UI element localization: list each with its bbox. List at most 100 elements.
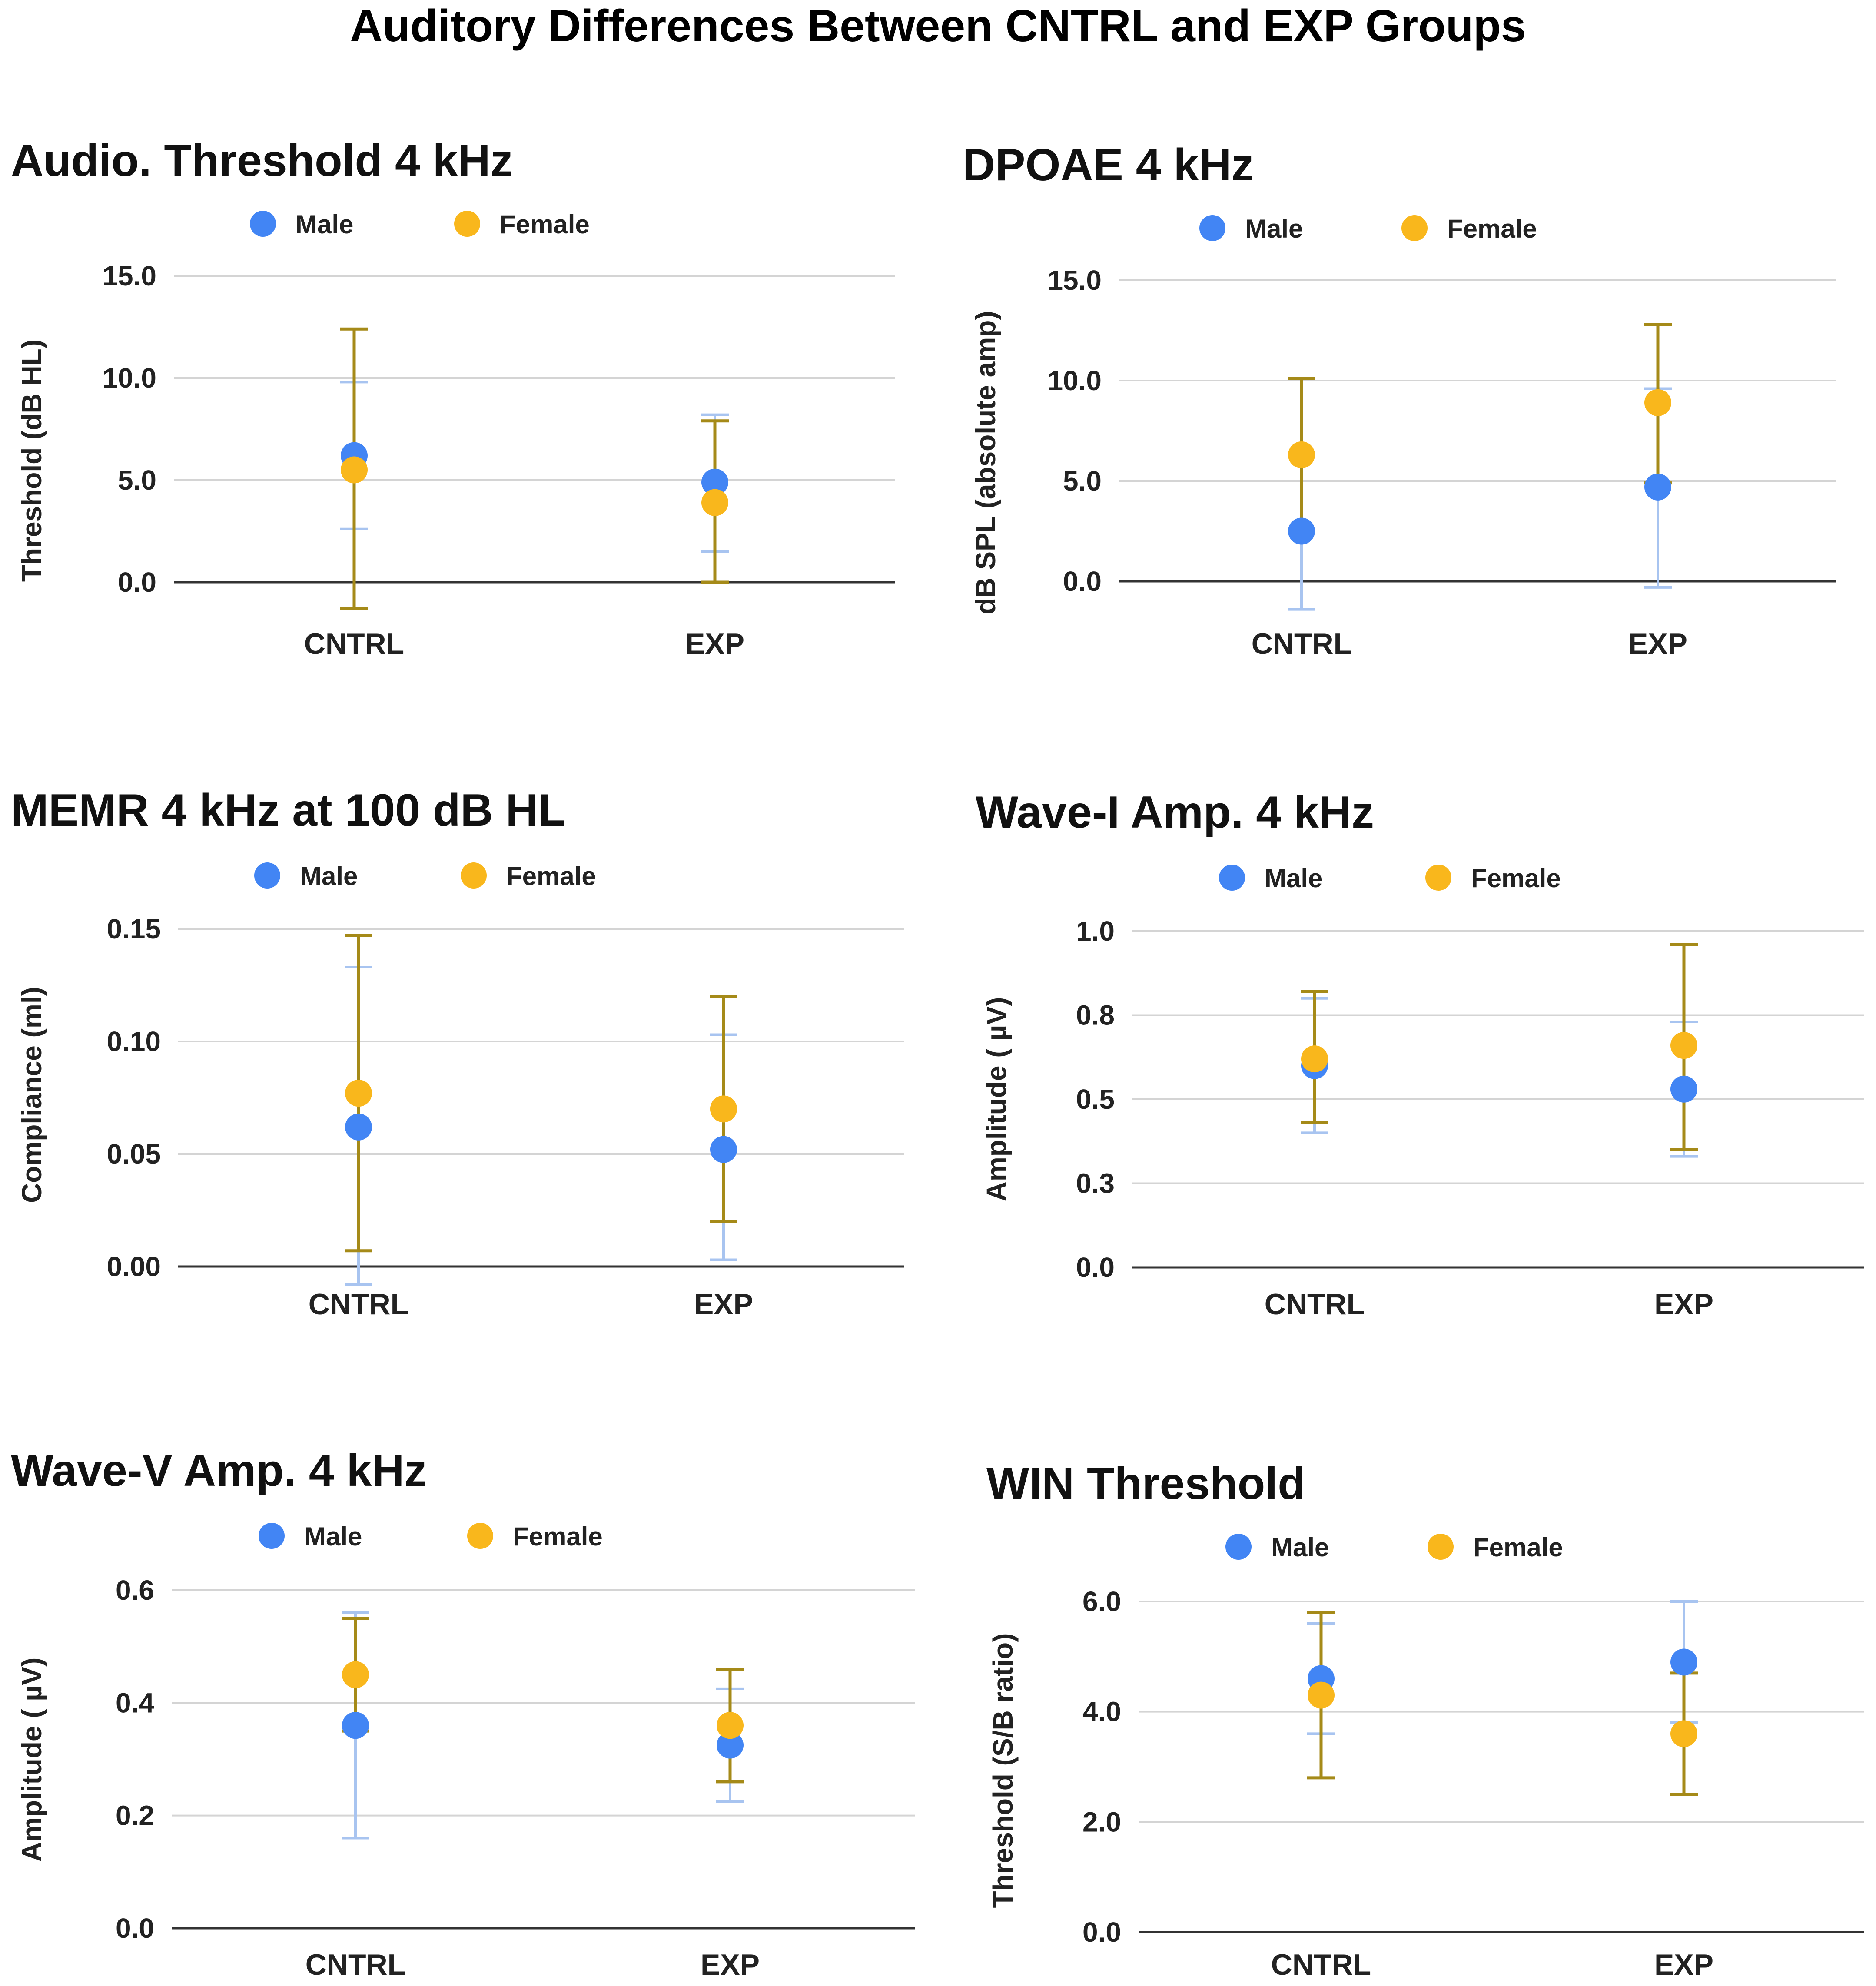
panel-title: WIN Threshold (986, 1459, 1305, 1509)
y-tick-label: 5.0 (118, 464, 156, 496)
legend-female-label: Female (1471, 864, 1561, 893)
chart-panel-3: MEMR 4 kHz at 100 dB HL Male Female 0.00 0.0… (11, 785, 904, 1321)
data-point-male[interactable] (1670, 1648, 1697, 1676)
data-point-female[interactable] (345, 1080, 372, 1107)
legend-female-marker (1425, 865, 1451, 891)
chart-panel-6: WIN Threshold Male Female 0.0 2.0 4.0 6.0 Thres… (986, 1459, 1864, 1981)
y-tick-label: 0.10 (106, 1026, 161, 1057)
y-tick-label: 10.0 (102, 362, 156, 394)
legend-female-label: Female (1447, 214, 1537, 243)
data-point-male[interactable] (345, 1113, 372, 1141)
data-point-male[interactable] (1670, 1075, 1697, 1103)
data-point-female[interactable] (717, 1712, 744, 1739)
y-axis-title: Amplitude ( µV) (981, 997, 1012, 1202)
legend-male-marker (259, 1523, 285, 1549)
data-point-male[interactable] (717, 1731, 744, 1759)
data-point-female[interactable] (1308, 1681, 1335, 1709)
legend-male-label: Male (296, 210, 353, 239)
y-tick-label: 0.8 (1076, 1000, 1115, 1031)
panel-title: MEMR 4 kHz at 100 dB HL (11, 785, 566, 836)
y-axis-title: Threshold (dB HL) (16, 339, 47, 582)
y-tick-label: 5.0 (1063, 465, 1102, 497)
y-tick-label: 0.6 (116, 1575, 154, 1606)
legend-male[interactable]: Male (259, 1522, 362, 1551)
y-tick-label: 15.0 (1047, 265, 1102, 296)
legend-female[interactable]: Female (1425, 864, 1561, 893)
chart-panel-1: Audio. Threshold 4 kHz Male Female 0.0 5.0 10… (11, 136, 895, 660)
y-tick-label: 0.3 (1076, 1168, 1115, 1199)
figure-title: Auditory Differences Between CNTRL and E… (350, 1, 1526, 51)
y-tick-label: 4.0 (1082, 1696, 1121, 1727)
y-tick-label: 0.05 (106, 1138, 161, 1170)
data-point-female[interactable] (1288, 441, 1315, 468)
data-point-male[interactable] (710, 1136, 737, 1163)
data-point-female[interactable] (1670, 1720, 1697, 1747)
x-category-label: EXP (1654, 1948, 1713, 1981)
panel-title: Wave-I Amp. 4 kHz (976, 787, 1374, 838)
legend-male-label: Male (1245, 214, 1303, 243)
data-point-female[interactable] (342, 1661, 369, 1688)
data-point-male[interactable] (701, 468, 728, 496)
legend-female[interactable]: Female (1401, 214, 1537, 243)
y-tick-label: 0.0 (1082, 1916, 1121, 1948)
y-tick-label: 0.0 (1063, 566, 1102, 597)
y-tick-label: 0.0 (118, 567, 156, 598)
x-category-label: CNTRL (1271, 1948, 1371, 1981)
legend-male-marker (1219, 865, 1245, 891)
legend-female[interactable]: Female (1428, 1533, 1563, 1562)
x-category-label: EXP (694, 1288, 753, 1321)
panel-title: DPOAE 4 kHz (963, 140, 1254, 190)
x-category-label: EXP (685, 627, 744, 660)
legend-female-marker (461, 862, 487, 889)
legend-female-marker (467, 1523, 493, 1549)
x-category-label: CNTRL (1252, 627, 1351, 660)
data-point-female[interactable] (1301, 1045, 1328, 1073)
legend-female[interactable]: Female (461, 862, 596, 891)
legend-female-label: Female (506, 862, 596, 891)
panel-title: Audio. Threshold 4 kHz (11, 136, 513, 186)
panel-title: Wave-V Amp. 4 kHz (11, 1446, 427, 1496)
data-point-male[interactable] (342, 1712, 369, 1739)
y-tick-label: 15.0 (102, 260, 156, 292)
legend-male-label: Male (304, 1522, 362, 1551)
legend-female-marker (1401, 215, 1428, 241)
data-point-female[interactable] (341, 456, 368, 484)
y-tick-label: 0.0 (116, 1913, 154, 1944)
data-point-female[interactable] (1670, 1032, 1697, 1059)
legend-female-marker (1428, 1534, 1454, 1560)
legend-female[interactable]: Female (467, 1522, 603, 1551)
legend-female[interactable]: Female (454, 210, 590, 239)
y-axis-title: Amplitude ( µV) (16, 1658, 47, 1862)
y-tick-label: 0.15 (106, 913, 161, 945)
legend-male-label: Male (1271, 1533, 1329, 1562)
y-axis-title: dB SPL (absolute amp) (970, 311, 1001, 614)
data-point-male[interactable] (1288, 517, 1315, 545)
legend-male-label: Male (1265, 864, 1322, 893)
data-point-female[interactable] (1644, 389, 1671, 416)
y-tick-label: 10.0 (1047, 365, 1102, 396)
legend-male[interactable]: Male (250, 210, 353, 239)
legend-female-label: Female (513, 1522, 603, 1551)
legend-female-label: Female (500, 210, 590, 239)
legend-male[interactable]: Male (1225, 1533, 1329, 1562)
y-tick-label: 0.0 (1076, 1252, 1115, 1283)
y-tick-label: 6.0 (1082, 1586, 1121, 1617)
data-point-male[interactable] (1644, 473, 1671, 501)
chart-panel-2: DPOAE 4 kHz Male Female 0.0 5.0 10.0 15.0 dB SP… (963, 140, 1836, 660)
legend-male-marker (250, 211, 276, 237)
x-category-label: EXP (1654, 1288, 1713, 1321)
data-point-female[interactable] (701, 489, 728, 516)
y-tick-label: 0.00 (106, 1251, 161, 1282)
legend-female-marker (454, 211, 480, 237)
legend-male[interactable]: Male (1219, 864, 1322, 893)
y-tick-label: 0.2 (116, 1800, 154, 1831)
legend-male[interactable]: Male (254, 862, 358, 891)
data-point-female[interactable] (710, 1095, 737, 1123)
x-category-label: CNTRL (305, 1948, 405, 1981)
legend-female-label: Female (1473, 1533, 1563, 1562)
legend-male-label: Male (300, 862, 358, 891)
x-category-label: CNTRL (304, 627, 404, 660)
legend-male[interactable]: Male (1199, 214, 1303, 243)
x-category-label: CNTRL (1265, 1288, 1365, 1321)
